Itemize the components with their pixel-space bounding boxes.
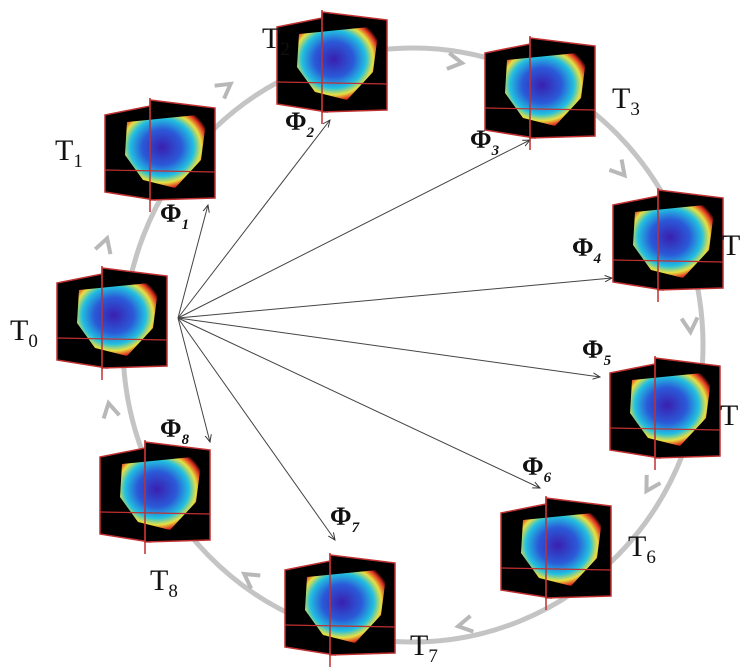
label-subscript: 1 xyxy=(73,151,83,172)
ring-arrowhead xyxy=(95,236,115,254)
label-text: Φ xyxy=(160,414,182,443)
node-label: T0 xyxy=(10,314,38,352)
ring-arrowhead xyxy=(215,77,236,98)
node-label: Φ6 xyxy=(522,452,552,486)
volume-thumbnail xyxy=(610,356,720,470)
label-subscript: 6 xyxy=(544,470,552,486)
label-text: T xyxy=(55,134,73,167)
volume-thumbnail xyxy=(100,440,210,554)
label-subscript: 2 xyxy=(306,125,315,141)
volume-thumbnail xyxy=(485,36,595,150)
label-subscript: 0 xyxy=(28,331,38,352)
node-label: Φ2 xyxy=(285,107,315,141)
label-text: Φ xyxy=(330,502,352,531)
node-label: Φ7 xyxy=(330,502,360,536)
ring-arrowhead xyxy=(682,317,699,332)
volume-thumbnail xyxy=(285,553,395,667)
label-text: T xyxy=(150,564,168,597)
node-label: Φ1 xyxy=(160,199,189,233)
label-text: T xyxy=(410,629,428,662)
node-label: T7 xyxy=(410,629,438,667)
label-subscript: 8 xyxy=(168,581,178,602)
label-subscript: 4 xyxy=(593,251,602,267)
label-text: T xyxy=(722,229,740,262)
label-text: Φ xyxy=(160,199,182,228)
node-label: Φ5 xyxy=(582,335,612,369)
ring-arrowhead xyxy=(609,159,630,180)
label-subscript: 7 xyxy=(352,520,360,536)
label-text: Φ xyxy=(522,452,544,481)
transform-arrow xyxy=(178,140,530,318)
node-label: T1 xyxy=(55,134,83,172)
label-text: T xyxy=(612,82,630,115)
ring-arrowhead xyxy=(640,475,661,495)
label-subscript: 1 xyxy=(182,217,190,233)
volume-thumbnail xyxy=(613,188,723,302)
label-text: Φ xyxy=(470,125,492,154)
node-label: T xyxy=(722,229,740,262)
label-text: Φ xyxy=(572,233,594,262)
label-text: Φ xyxy=(285,107,307,136)
label-subscript: 5 xyxy=(604,353,612,369)
volume-thumbnail xyxy=(501,496,611,610)
node-label: Φ8 xyxy=(160,414,190,448)
transform-arrow xyxy=(178,318,210,442)
ring-arrowhead xyxy=(457,616,474,634)
label-subscript: 3 xyxy=(630,99,640,120)
volume-thumbnail xyxy=(57,266,167,380)
diagram: T0T1T2T3TTT6T7T8Φ1Φ2Φ3Φ4Φ5Φ6Φ7Φ8 xyxy=(0,0,743,668)
transform-arrow xyxy=(178,278,612,318)
node-label: T6 xyxy=(628,530,656,568)
label-text: T xyxy=(10,314,28,347)
node-label: T8 xyxy=(150,564,178,602)
label-subscript: 3 xyxy=(491,143,500,159)
label-subscript: 8 xyxy=(182,432,190,448)
label-subscript: 6 xyxy=(646,547,656,568)
label-subscript: 7 xyxy=(428,646,438,667)
label-subscript: 2 xyxy=(280,39,290,60)
label-text: T xyxy=(628,530,646,563)
label-text: T xyxy=(720,399,738,432)
ring-arrowhead xyxy=(101,401,120,418)
label-text: Φ xyxy=(582,335,604,364)
ring-arrowhead xyxy=(447,53,463,71)
label-text: T xyxy=(262,22,280,55)
node-label: T3 xyxy=(612,82,640,120)
node-label: T xyxy=(720,399,738,432)
volume-thumbnail xyxy=(105,98,215,212)
node-label: Φ4 xyxy=(572,233,602,267)
